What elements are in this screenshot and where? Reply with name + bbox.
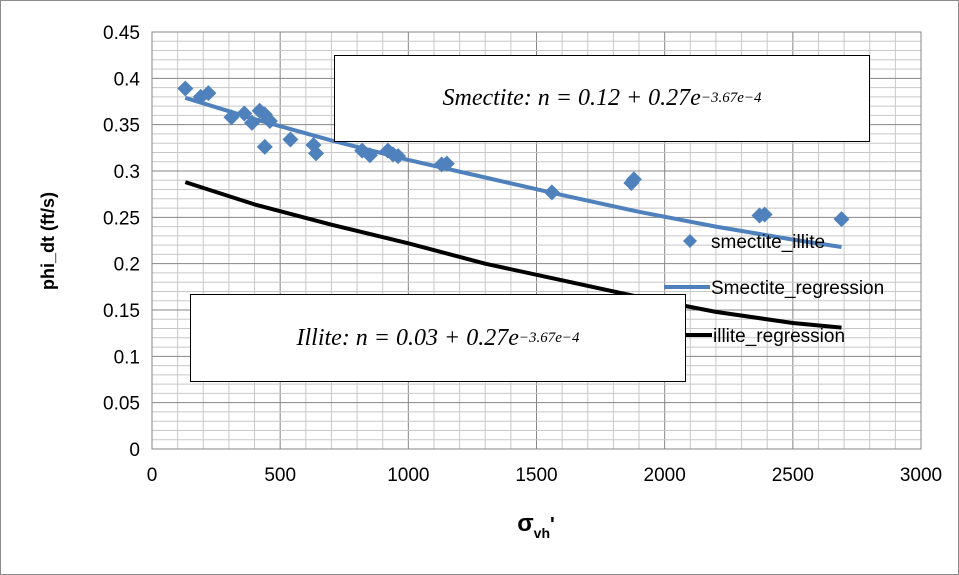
x-axis-title-sub: vh [534,525,550,541]
y-tick-label: 0.1 [114,347,140,368]
data-point [833,211,850,228]
data-point [543,184,560,201]
data-point [223,109,240,126]
x-tick-label: 3000 [900,465,942,486]
series-line-illite_regression [184,180,842,330]
x-axis-ticks: 0 500 1000 1500 2000 2500 3000 [147,465,942,486]
x-tick-label: 0 [147,465,158,486]
illite-equation-name: Illite [296,324,342,351]
data-point [243,114,260,131]
illite-equation-exponent: −3.67e−4 [518,329,580,346]
data-point [438,155,455,172]
y-tick-label: 0.2 [114,255,140,276]
data-point [361,147,378,164]
y-tick-label: 0.3 [114,162,140,183]
y-tick-label: 0.45 [103,23,140,44]
smectite-equation-box: Smectite: n = 0.12 + 0.27e −3.67e−4 [334,55,870,142]
illite-equation-box: Illite: n = 0.03 + 0.27e −3.67e−4 [190,294,686,382]
series-line-Smectite_regression [184,95,842,249]
y-axis-ticks: 0 0.05 0.1 0.15 0.2 0.25 0.3 0.35 0.4 0.45 [103,23,140,461]
x-axis-title-main: σ [517,510,533,537]
data-point [282,131,299,148]
y-tick-label: 0.4 [114,69,141,90]
y-axis-title: phi_dt (ft/s) [38,192,58,290]
data-point [177,80,194,97]
x-axis-title-suffix: ' [550,514,555,536]
y-tick-label: 0.05 [103,394,140,415]
smectite-equation-exponent: −3.67e−4 [700,90,762,106]
regression-lines [184,95,842,330]
y-tick-label: 0.35 [103,116,140,137]
x-axis-title: σvh' [517,510,555,541]
data-point [261,112,278,129]
smectite-equation-body: : n = 0.12 + 0.27e [523,85,701,111]
data-point [256,138,273,155]
x-tick-label: 1500 [515,465,557,486]
y-tick-label: 0 [129,440,140,461]
data-points [177,80,850,228]
x-tick-label: 500 [264,465,296,486]
data-point [236,105,253,122]
y-tick-label: 0.15 [103,301,140,322]
data-point [308,145,325,162]
plot-area-border [151,31,922,450]
x-tick-label: 2000 [644,465,686,486]
data-point [390,148,407,165]
illite-equation-body: : n = 0.03 + 0.27e [341,324,519,351]
data-point [200,85,217,102]
y-tick-label: 0.25 [103,208,140,229]
data-point [756,206,773,223]
x-tick-label: 1000 [387,465,429,486]
x-tick-label: 2500 [772,465,814,486]
smectite-equation-name: Smectite [442,85,524,111]
data-point [625,171,642,188]
